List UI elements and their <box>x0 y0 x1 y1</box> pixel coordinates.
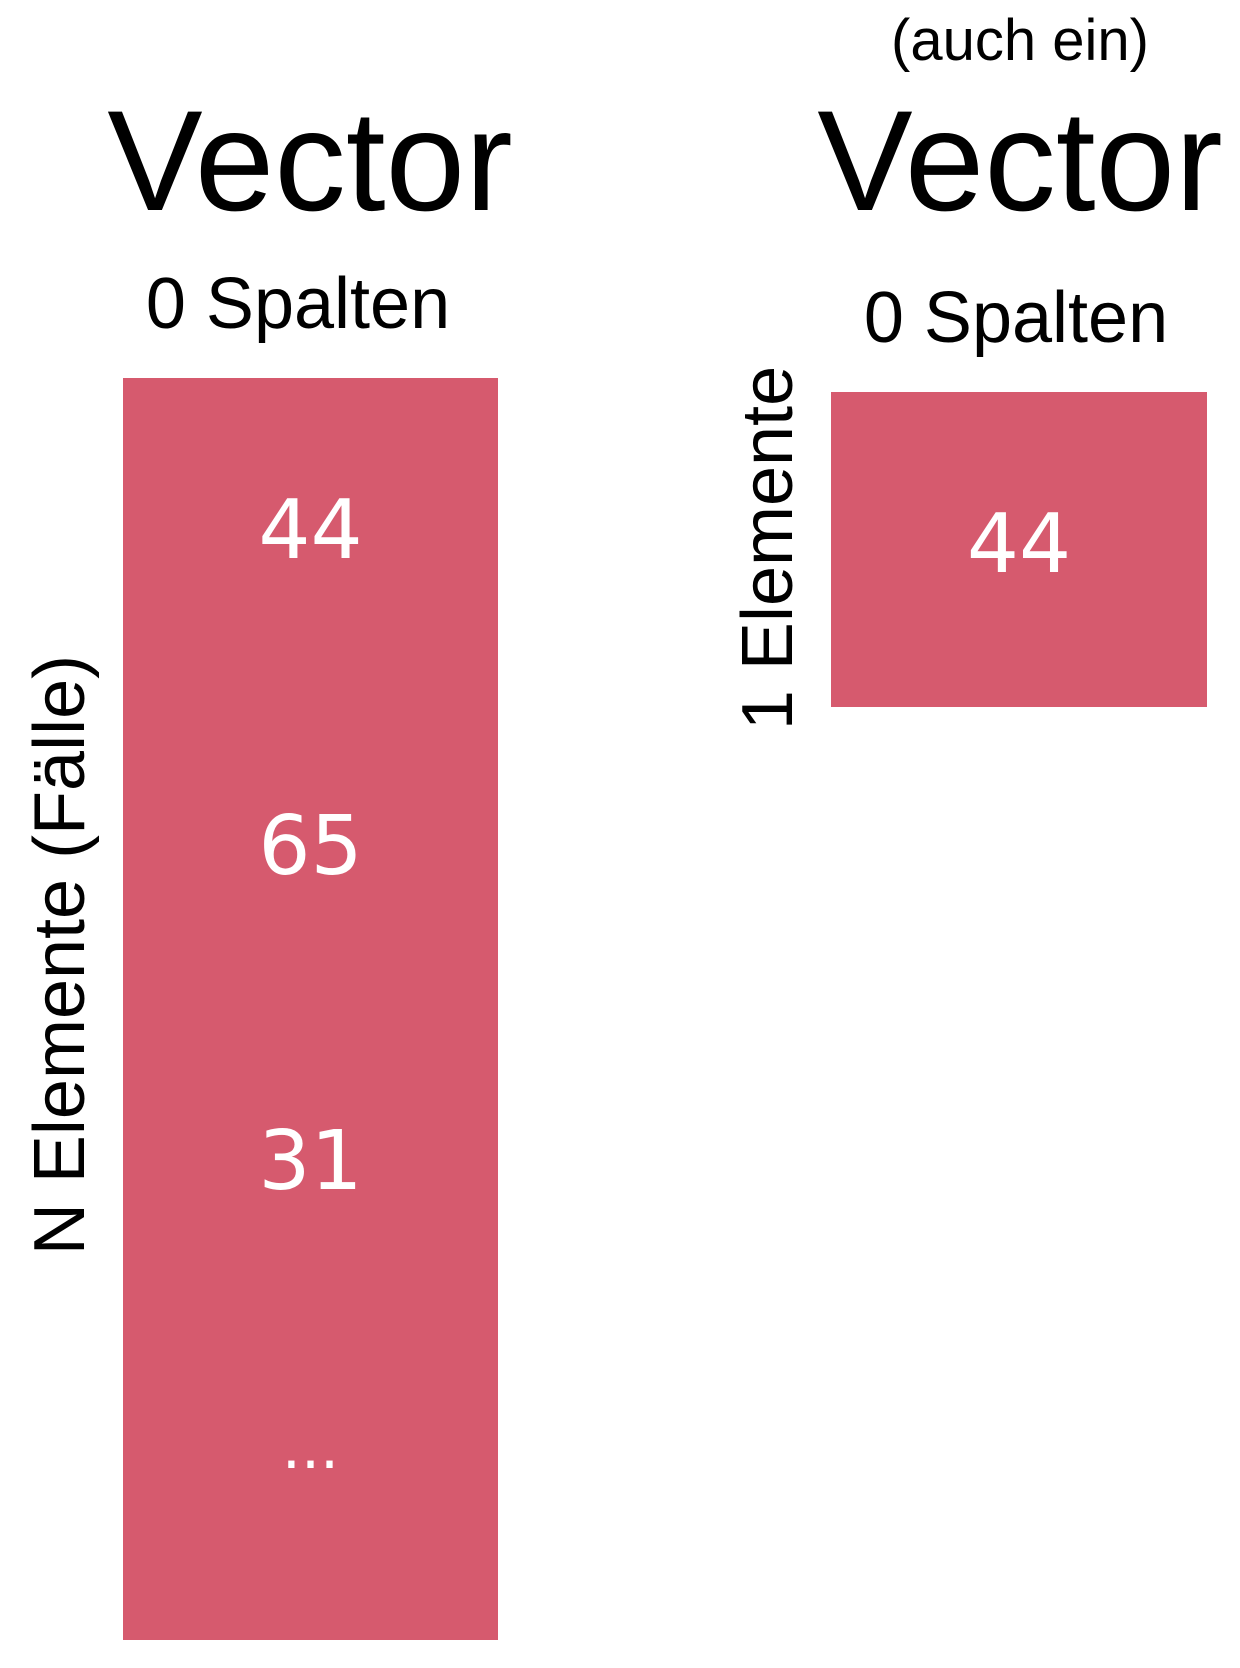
right-rows-label: 1 Elemente <box>728 365 808 731</box>
left-vector-box: 44 65 31 ... <box>123 378 498 1640</box>
vector-cell: 44 <box>966 497 1072 592</box>
left-columns-label: 0 Spalten <box>145 264 451 344</box>
vector-cell: 44 <box>258 483 363 578</box>
left-rows-label: N Elemente (Fälle) <box>20 654 100 1256</box>
right-vector-subtitle: (auch ein) <box>891 8 1149 73</box>
vector-cell: 31 <box>258 1114 363 1209</box>
right-columns-label: 0 Spalten <box>863 278 1169 358</box>
vector-cell: 65 <box>258 799 363 894</box>
left-vector-title: Vector <box>107 82 513 241</box>
vector-cell-ellipsis: ... <box>281 1413 340 1483</box>
right-vector-box: 44 <box>831 392 1207 707</box>
right-vector-title: Vector <box>817 82 1223 241</box>
